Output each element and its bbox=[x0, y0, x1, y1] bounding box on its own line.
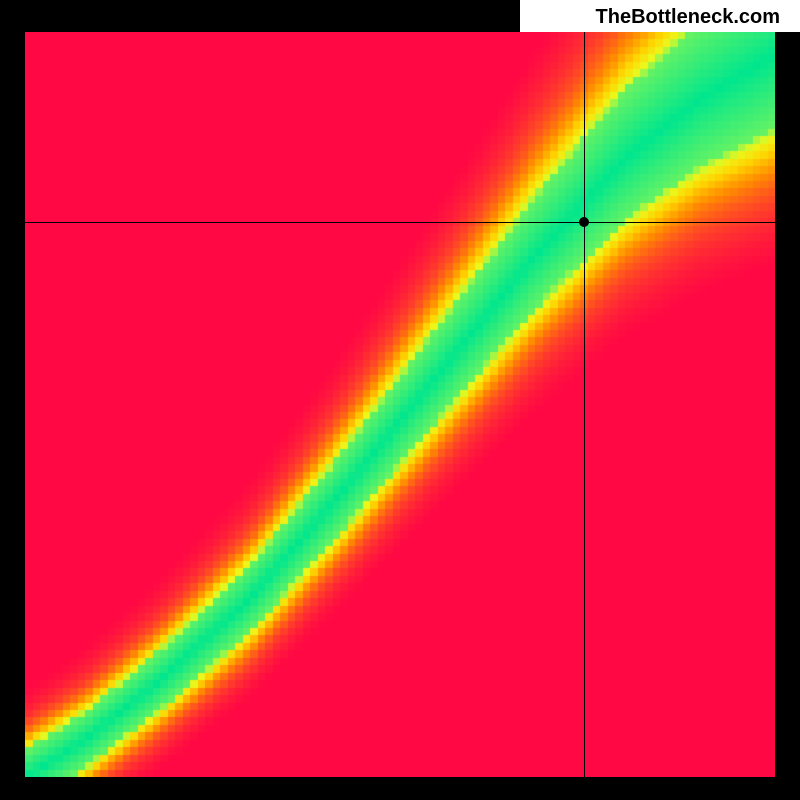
crosshair-vertical bbox=[584, 32, 585, 777]
crosshair-horizontal bbox=[25, 222, 775, 223]
crosshair-marker bbox=[579, 217, 589, 227]
heatmap-canvas bbox=[25, 32, 775, 777]
watermark-text: TheBottleneck.com bbox=[596, 6, 780, 29]
heatmap-plot bbox=[25, 32, 775, 777]
